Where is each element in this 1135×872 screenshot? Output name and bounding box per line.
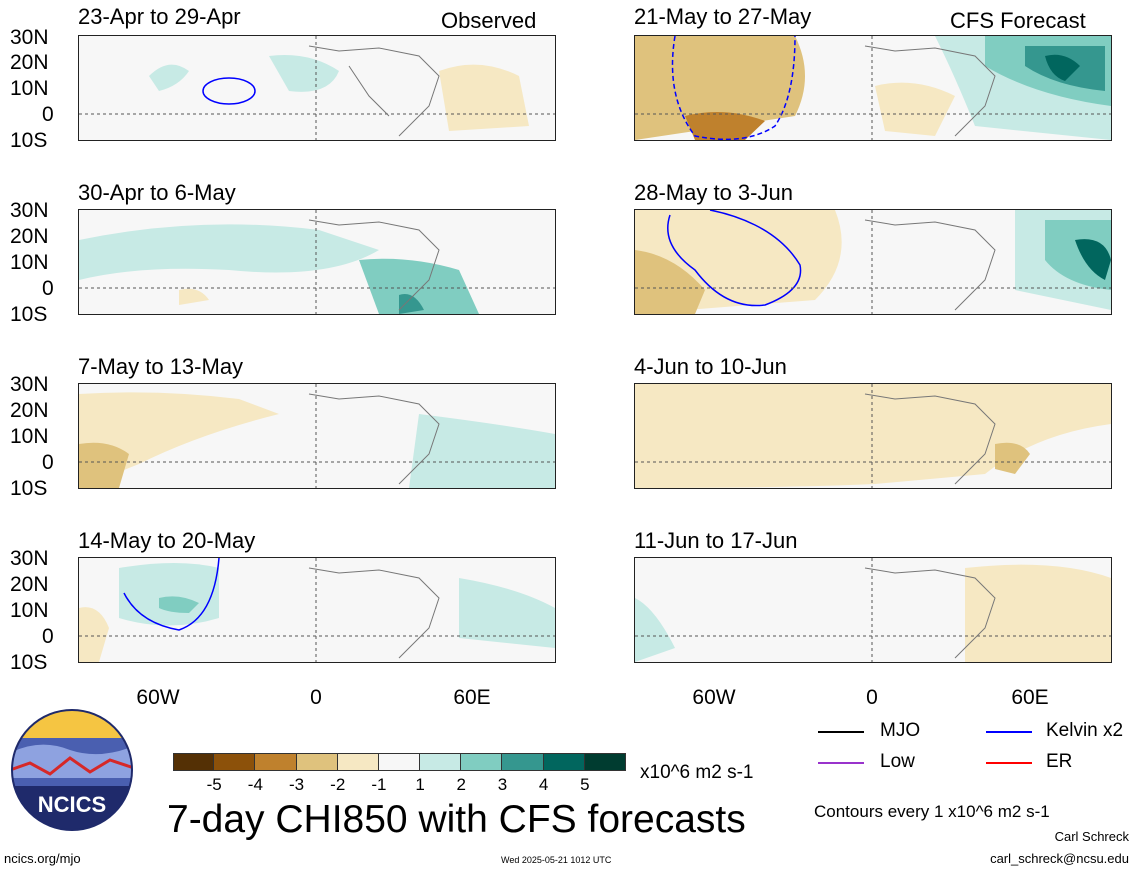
panel-title-obs-3: 7-May to 13-May: [78, 354, 244, 379]
colorbar-tick-label: 4: [538, 775, 549, 794]
colorbar-units: x10^6 m2 s-1: [640, 762, 754, 783]
colorbar: -5 -4 -3 -2 -1 1 2 3 4 5: [173, 753, 626, 794]
map-panel-obs-3: [78, 383, 556, 489]
map-panel-fcst-1: [634, 35, 1112, 141]
ncics-logo: NCICS: [10, 708, 134, 832]
lon-label-right: 0: [866, 686, 878, 709]
colorbar-cell: [337, 753, 379, 771]
colorbar-tick-label: 3: [497, 775, 508, 794]
colorbar-tick-label: 5: [580, 775, 590, 794]
panel-title-obs-1: 23-Apr to 29-Apr: [78, 4, 241, 29]
lat-label: 20N: [10, 399, 49, 422]
colorbar-cell: [502, 753, 544, 771]
colorbar-cell: [214, 753, 256, 771]
footer-timestamp: Wed 2025-05-21 1012 UTC: [501, 855, 612, 865]
legend-label-kelvin: Kelvin x2: [1046, 720, 1124, 741]
colorbar-tick-label: -4: [247, 775, 263, 794]
legend-label-mjo: MJO: [880, 720, 921, 741]
legend-label-er: ER: [1046, 751, 1073, 772]
colorbar-tick-label: -1: [371, 775, 387, 794]
legend-line-mjo: [818, 731, 864, 733]
main-title: 7-day CHI850 with CFS forecasts: [167, 798, 746, 841]
lat-label: 10S: [10, 651, 48, 674]
lat-label: 0: [42, 451, 54, 474]
lon-label-right: 60E: [1011, 686, 1049, 709]
lat-label: 10N: [10, 77, 49, 100]
lat-label: 20N: [10, 573, 49, 596]
map-panel-fcst-2: [634, 209, 1112, 315]
colorbar-tick-label: -3: [288, 775, 305, 794]
lat-label: 10S: [10, 129, 48, 152]
colorbar-tick-label: 2: [456, 775, 466, 794]
panel-title-fcst-4: 11-Jun to 17-Jun: [634, 528, 798, 553]
cfs-forecast-label: CFS Forecast: [950, 8, 1086, 33]
panel-title-obs-2: 30-Apr to 6-May: [78, 180, 236, 205]
lat-label: 30N: [10, 199, 49, 222]
lat-label: 30N: [10, 547, 49, 570]
colorbar-tick-label: 1: [415, 775, 425, 794]
map-panel-obs-1: [78, 35, 556, 141]
lon-label-left: 60E: [453, 686, 491, 709]
colorbar-cell: [296, 753, 338, 771]
colorbar-tick-label: -5: [206, 775, 222, 794]
legend-line-er: [986, 762, 1032, 764]
observed-label: Observed: [441, 8, 537, 33]
lon-label-right: 60W: [692, 686, 736, 709]
lat-label: 20N: [10, 51, 49, 74]
footer-url: ncics.org/mjo: [4, 851, 81, 866]
colorbar-cell: [378, 753, 421, 771]
panel-title-fcst-1: 21-May to 27-May: [634, 4, 812, 29]
panel-title-fcst-2: 28-May to 3-Jun: [634, 180, 793, 205]
lat-label: 0: [42, 103, 54, 126]
colorbar-cell: [584, 753, 626, 771]
legend-line-low: [818, 762, 864, 764]
panel-title-fcst-3: 4-Jun to 10-Jun: [634, 354, 787, 379]
lon-label-left: 60W: [136, 686, 180, 709]
legend-line-kelvin: [986, 731, 1032, 733]
lat-label: 30N: [10, 26, 49, 49]
lat-label: 10N: [10, 599, 49, 622]
legend-label-low: Low: [880, 751, 915, 772]
lon-label-left: 0: [310, 686, 322, 709]
colorbar-cell: [255, 753, 297, 771]
lat-label: 0: [42, 277, 54, 300]
contours-note: Contours every 1 x10^6 m2 s-1: [814, 802, 1050, 821]
lat-label: 10N: [10, 425, 49, 448]
lat-label: 20N: [10, 225, 49, 248]
footer-email: carl_schreck@ncsu.edu: [990, 851, 1129, 866]
panel-title-obs-4: 14-May to 20-May: [78, 528, 256, 553]
colorbar-tick-label: -2: [330, 775, 346, 794]
colorbar-cell: [543, 753, 585, 771]
map-panel-obs-4: [78, 557, 556, 663]
footer-author: Carl Schreck: [1054, 829, 1129, 844]
colorbar-cell: [420, 753, 462, 771]
lat-label: 0: [42, 625, 54, 648]
lat-label: 10S: [10, 477, 48, 500]
map-panel-obs-2: [78, 209, 556, 315]
lat-label: 10S: [10, 303, 48, 326]
colorbar-cell: [173, 753, 215, 771]
map-panel-fcst-4: [634, 557, 1112, 663]
lat-label: 10N: [10, 251, 49, 274]
map-panel-fcst-3: [634, 383, 1112, 489]
lat-label: 30N: [10, 373, 49, 396]
logo-text: NCICS: [37, 792, 107, 817]
colorbar-cell: [461, 753, 503, 771]
